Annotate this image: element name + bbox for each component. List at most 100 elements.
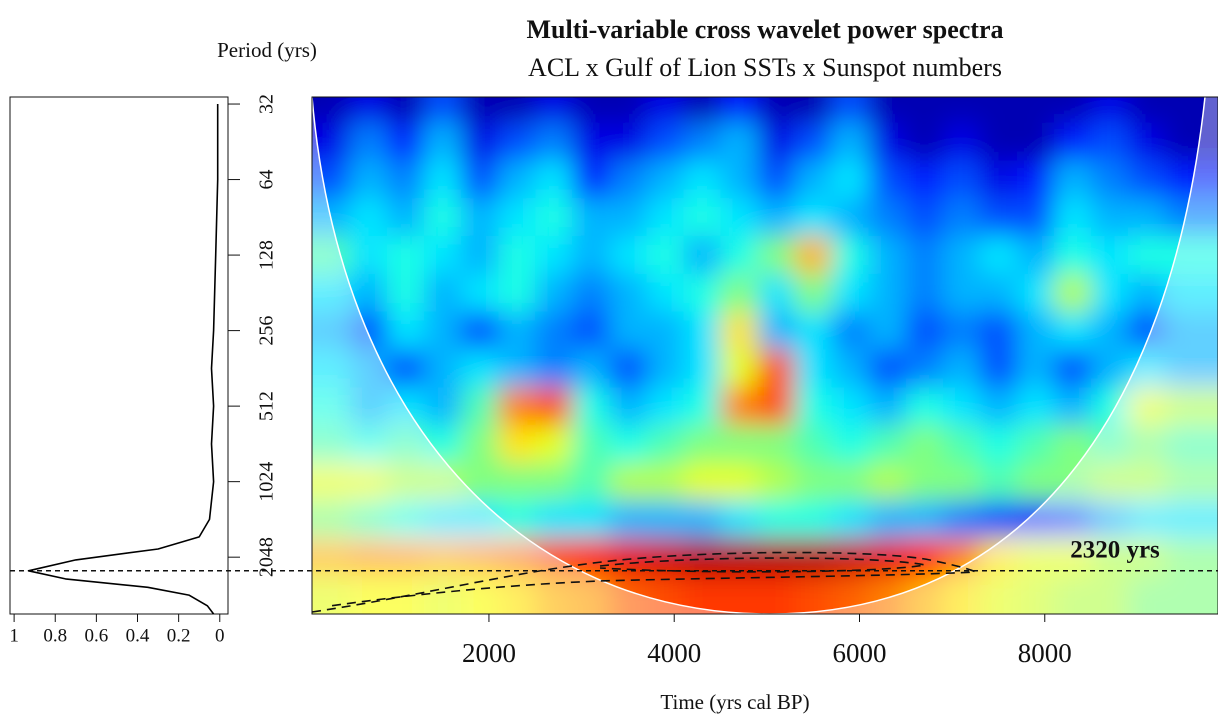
heat-cell (461, 349, 499, 388)
heat-cell (720, 160, 759, 199)
heat-cell (794, 349, 833, 388)
heat-cell (683, 462, 722, 502)
heat-cell (1016, 311, 1055, 350)
heat-cell (794, 122, 833, 161)
heat-cell (1054, 311, 1092, 350)
heat-cell (349, 387, 388, 426)
heat-cell (535, 387, 573, 426)
heat-cell (646, 160, 684, 199)
title: Multi-variable cross wavelet power spect… (526, 15, 1003, 44)
heat-cell (1128, 500, 1166, 539)
heat-cell (905, 500, 944, 539)
heat-cell (794, 500, 833, 539)
heat-cell (498, 576, 536, 614)
significance-contour (311, 551, 976, 613)
heat-cell (572, 311, 610, 350)
heat-cell (646, 349, 684, 388)
heat-cell (831, 273, 870, 313)
heat-cell (387, 198, 425, 237)
heat-cell (646, 500, 684, 539)
heat-cell (794, 235, 833, 275)
heat-cell (1128, 311, 1166, 350)
heat-cell (1054, 97, 1092, 124)
heat-cell (831, 235, 870, 275)
heat-cell (720, 235, 759, 275)
heat-cell (757, 198, 796, 237)
heat-cell (1016, 500, 1055, 539)
heat-cell (831, 97, 870, 124)
heat-cell (720, 462, 759, 502)
heat-cell (349, 235, 388, 275)
heat-cell (757, 311, 796, 350)
heat-cell (942, 500, 981, 539)
heat-cell (942, 425, 981, 464)
heat-cell (498, 349, 536, 388)
heat-cell (461, 273, 499, 313)
heat-cell (757, 576, 796, 614)
heat-cell (831, 576, 870, 614)
heat-cell (905, 425, 944, 464)
heat-cell (757, 235, 796, 275)
heat-cell (868, 160, 907, 199)
heat-cell (757, 122, 796, 161)
heat-cell (905, 387, 944, 426)
heat-cell (720, 425, 759, 464)
heat-cell (424, 198, 462, 237)
heat-cell (794, 160, 833, 199)
heat-cell (387, 273, 425, 313)
heat-cell (868, 235, 907, 275)
heat-cell (312, 273, 351, 313)
heat-cell (1091, 235, 1129, 275)
heat-cell (572, 462, 610, 502)
heat-cell (1016, 425, 1055, 464)
heat-cell (979, 462, 1018, 502)
heat-cell (461, 122, 499, 161)
heat-cell (349, 462, 388, 502)
heat-cell (312, 462, 351, 502)
heat-cell (831, 198, 870, 237)
heat-cell (1016, 160, 1055, 199)
heat-cell (387, 425, 425, 464)
heat-cell (905, 198, 944, 237)
heat-cell (424, 160, 462, 199)
subtitle: ACL x Gulf of Lion SSTs x Sunspot number… (528, 53, 1002, 82)
heat-cell (979, 198, 1018, 237)
heat-cell (831, 462, 870, 502)
heat-cell (349, 425, 388, 464)
heat-cell (979, 97, 1018, 124)
heat-cell (868, 97, 907, 124)
heat-cell (646, 311, 684, 350)
heat-cell (646, 235, 684, 275)
heat-cell (831, 425, 870, 464)
heat-cell (979, 122, 1018, 161)
heat-cell (1128, 576, 1166, 614)
heat-cell (349, 273, 388, 313)
heat-cell (424, 311, 462, 350)
heat-cell (905, 349, 944, 388)
heat-cell (720, 122, 759, 161)
heat-cell (609, 97, 647, 124)
heat-cell (461, 425, 499, 464)
heat-cell (1054, 425, 1092, 464)
heat-cell (683, 311, 722, 350)
heat-cell (942, 235, 981, 275)
heat-cell (868, 462, 907, 502)
heat-cell (609, 349, 647, 388)
heat-cell (1091, 311, 1129, 350)
x-tick-label: 6000 (832, 638, 886, 668)
heat-cell (979, 387, 1018, 426)
heat-cell (757, 97, 796, 124)
heat-cell (1091, 122, 1129, 161)
heat-cell (387, 235, 425, 275)
heat-cell (1165, 425, 1218, 464)
heat-cell (609, 235, 647, 275)
heat-cell (387, 97, 425, 124)
heat-cell (609, 122, 647, 161)
heat-cell (979, 311, 1018, 350)
heat-cell (1016, 387, 1055, 426)
heat-cell (794, 273, 833, 313)
heat-cell (535, 576, 573, 614)
heat-cell (572, 122, 610, 161)
heat-cell (387, 349, 425, 388)
